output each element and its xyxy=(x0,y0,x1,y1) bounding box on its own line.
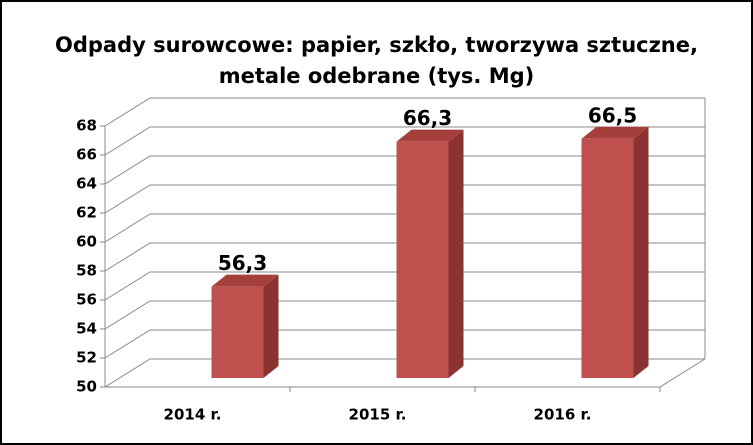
grid-line xyxy=(104,271,705,301)
grid-line xyxy=(104,300,705,330)
y-tick-label: 58 xyxy=(76,262,97,280)
bar xyxy=(211,286,264,378)
bar-side xyxy=(263,274,279,378)
bar xyxy=(581,138,634,378)
value-label: 66,3 xyxy=(403,106,452,130)
y-tick-label: 52 xyxy=(76,349,97,367)
y-tick-label: 62 xyxy=(76,204,97,222)
y-tick-label: 66 xyxy=(76,146,97,164)
bar-top xyxy=(581,126,649,139)
x-tick-label: 2014 r. xyxy=(164,406,222,424)
value-label: 66,5 xyxy=(588,103,637,127)
grid-line xyxy=(104,329,705,359)
x-tick-label: 2015 r. xyxy=(349,406,407,424)
value-label: 56,3 xyxy=(218,251,267,275)
y-tick-label: 64 xyxy=(76,175,97,193)
y-tick-label: 56 xyxy=(76,291,97,309)
y-tick-label: 54 xyxy=(76,320,97,338)
grid-line xyxy=(104,155,705,185)
grid-line xyxy=(104,242,705,272)
bar-top xyxy=(211,274,279,287)
bar-side xyxy=(448,129,464,378)
grid-line xyxy=(104,358,705,388)
y-tick-label: 60 xyxy=(76,233,97,251)
grid-line xyxy=(104,126,705,156)
bar-side xyxy=(633,126,649,378)
grid-line xyxy=(104,97,705,127)
y-tick-label: 68 xyxy=(76,117,97,135)
grid-line xyxy=(104,184,705,214)
grid-line xyxy=(104,213,705,243)
y-tick-label: 50 xyxy=(76,378,97,396)
chart-title: Odpady surowcowe: papier, szkło, tworzyw… xyxy=(55,33,698,88)
bar-top xyxy=(396,129,464,142)
bar xyxy=(396,141,449,378)
x-tick-label: 2016 r. xyxy=(534,406,592,424)
